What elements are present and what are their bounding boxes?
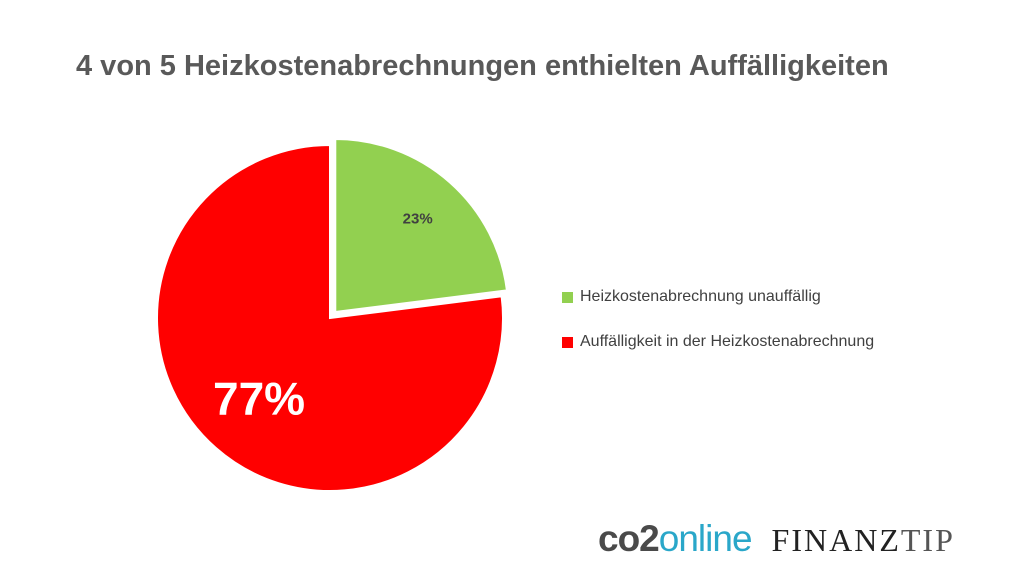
- finanztip-logo: FINANZTIP: [771, 522, 955, 558]
- chart-title: 4 von 5 Heizkostenabrechnungen enthielte…: [76, 50, 889, 82]
- legend-swatch-red: [562, 336, 573, 348]
- legend-item-auffaelligkeit: Auffälligkeit in der Heizkostenabrechnun…: [562, 331, 874, 353]
- pie-slice-auffaelligkeit: [156, 143, 504, 492]
- data-label-77: 77%: [213, 372, 305, 424]
- legend-label: Auffälligkeit in der Heizkostenabrechnun…: [580, 333, 875, 350]
- co2online-logo: co2online: [598, 518, 753, 559]
- legend-item-unauffaellig: Heizkostenabrechnung unauffällig: [562, 286, 874, 308]
- legend-label: Heizkostenabrechnung unauffällig: [580, 288, 821, 305]
- pie-slice-unauffaellig: [334, 137, 509, 314]
- legend-swatch-green: [562, 291, 573, 303]
- data-label-23: 23%: [403, 211, 433, 228]
- logo-bar: co2online FINANZTIP: [598, 518, 955, 560]
- chart-legend: Heizkostenabrechnung unauffällig Auffäll…: [562, 286, 874, 376]
